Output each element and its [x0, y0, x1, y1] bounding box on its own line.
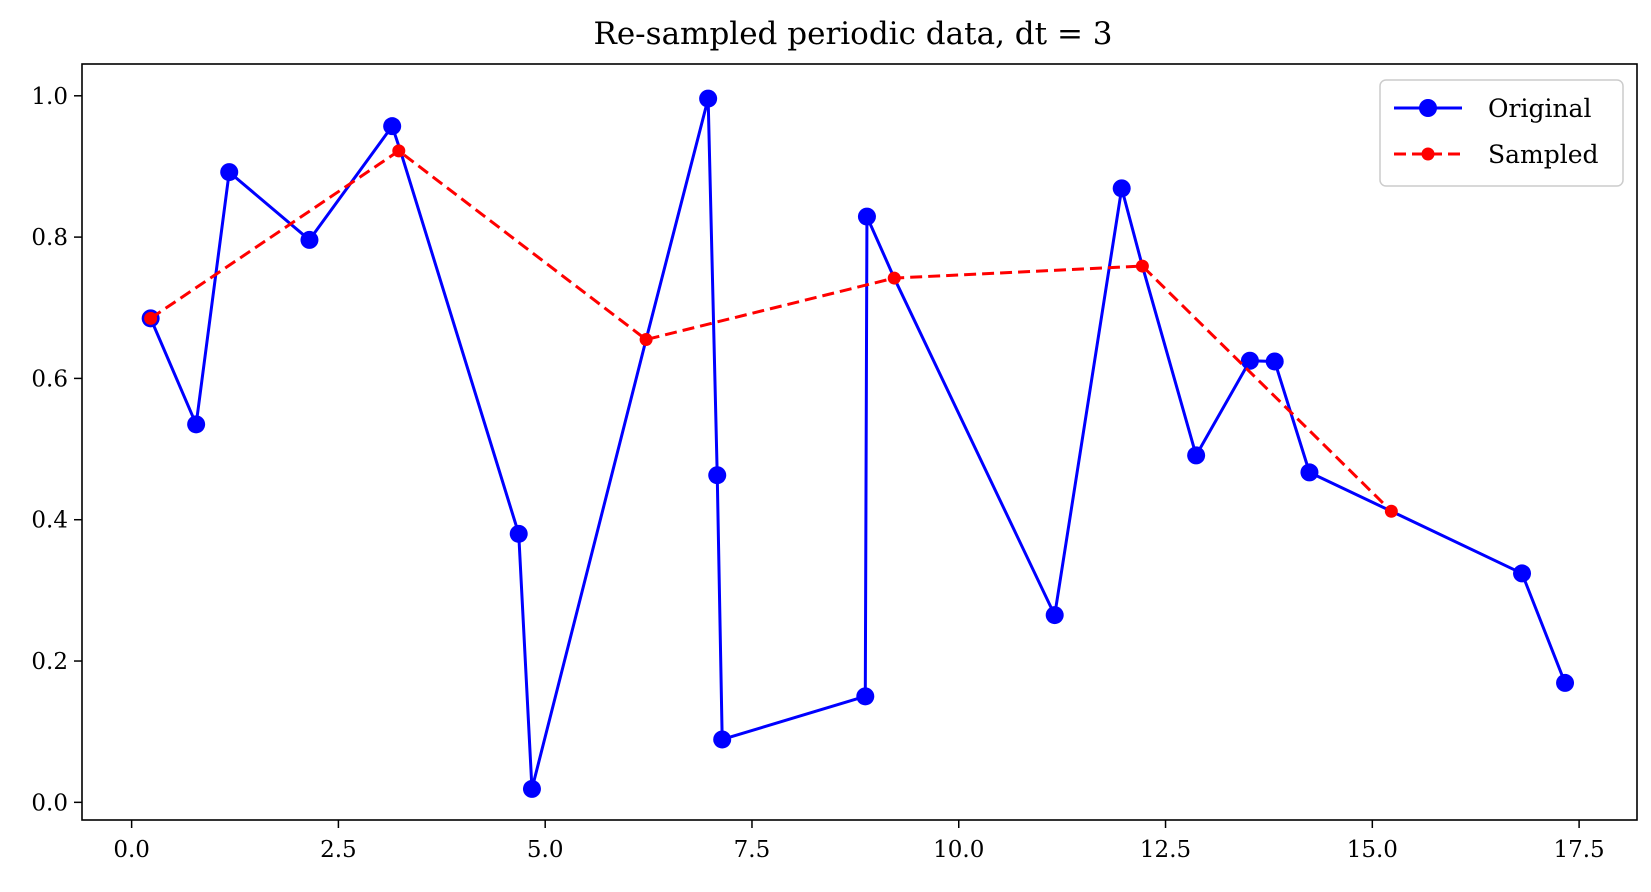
- data-point-original: [1045, 606, 1064, 625]
- y-tick-label: 0.4: [31, 508, 68, 534]
- x-tick-label: 17.5: [1553, 837, 1604, 863]
- data-point-sampled: [887, 271, 901, 285]
- data-point-original: [856, 687, 875, 706]
- chart-title: Re-sampled periodic data, dt = 3: [594, 16, 1113, 52]
- legend: Original Sampled: [1379, 79, 1624, 187]
- x-tick-label: 0.0: [113, 837, 150, 863]
- data-point-original: [1240, 351, 1259, 370]
- x-tick-label: 12.5: [1140, 837, 1191, 863]
- x-tick-label: 10.0: [933, 837, 984, 863]
- data-point-original: [1265, 352, 1284, 371]
- series-line-sampled: [149, 149, 1393, 513]
- data-point-original: [713, 730, 732, 749]
- series-layer: [141, 89, 1575, 798]
- y-tick-label: 0.6: [31, 366, 68, 392]
- x-tick-label: 2.5: [320, 837, 357, 863]
- data-point-original: [708, 466, 727, 485]
- data-point-original: [220, 163, 239, 182]
- data-point-original: [383, 117, 402, 136]
- data-point-original: [1300, 463, 1319, 482]
- data-point-original: [187, 415, 206, 434]
- legend-label-sampled: Sampled: [1488, 140, 1599, 169]
- legend-label-original: Original: [1488, 94, 1591, 123]
- data-point-original: [300, 230, 319, 249]
- y-tick-label: 0.8: [31, 225, 68, 251]
- data-point-sampled: [144, 311, 158, 325]
- x-axis: 0.0 2.5 5.0 7.5 10.0 12.5 15.0 17.5: [113, 820, 1605, 863]
- data-point-original: [1513, 564, 1532, 583]
- data-point-original: [857, 207, 876, 226]
- y-tick-label: 0.2: [31, 649, 68, 675]
- data-point-original: [1556, 673, 1575, 692]
- x-tick-label: 7.5: [734, 837, 771, 863]
- data-point-sampled: [1384, 504, 1398, 518]
- legend-marker-sampled: [1421, 147, 1435, 161]
- data-point-original: [509, 524, 528, 543]
- x-tick-label: 15.0: [1347, 837, 1398, 863]
- data-point-original: [522, 779, 541, 798]
- x-tick-label: 5.0: [527, 837, 564, 863]
- data-point-sampled: [392, 144, 406, 158]
- data-point-sampled: [1135, 259, 1149, 273]
- plot-frame: [81, 63, 1638, 821]
- data-point-original: [1187, 446, 1206, 465]
- legend-marker-original: [1419, 99, 1437, 117]
- y-tick-label: 0.0: [31, 790, 68, 816]
- y-tick-label: 1.0: [31, 84, 68, 110]
- data-point-sampled: [639, 333, 653, 347]
- data-point-original: [699, 89, 718, 108]
- data-point-original: [1112, 179, 1131, 198]
- y-axis: 0.0 0.2 0.4 0.6 0.8 1.0: [31, 84, 82, 816]
